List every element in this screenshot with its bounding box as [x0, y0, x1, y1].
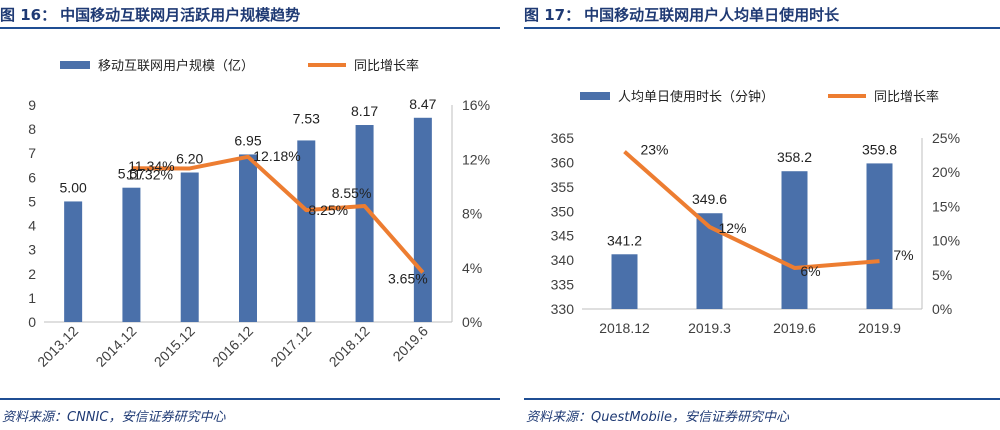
- y2-axis-tick-label: 5%: [932, 267, 952, 283]
- y2-axis-tick-label: 4%: [462, 260, 482, 276]
- figure-16-source: 资料来源：CNNIC，安信证券研究中心: [2, 410, 226, 425]
- figure-17-label: 图 17：: [524, 6, 581, 24]
- y2-axis-tick-label: 0%: [462, 314, 482, 330]
- y2-axis-tick-label: 8%: [462, 206, 482, 222]
- figure-16-title-text: 中国移动互联网月活跃用户规模趋势: [60, 6, 301, 24]
- daily-usage-chart: 人均单日使用时长（分钟） 同比增长率 330 335 340 345 350 355 360 36…: [551, 89, 960, 336]
- bar-data-label: 6.20: [176, 151, 203, 167]
- growth-line: [623, 150, 880, 270]
- legend-bar-swatch: [60, 61, 90, 69]
- bar: [781, 171, 808, 309]
- legend-bar-swatch: [580, 92, 610, 100]
- bar-data-label: 5.57: [118, 166, 145, 182]
- bar: [180, 172, 199, 322]
- x-axis-tick-label: 2017.12: [267, 323, 314, 370]
- y-axis-tick-label: 330: [551, 301, 575, 317]
- line-data-label: 6%: [800, 263, 820, 279]
- x-axis-tick-label: 2018.12: [599, 320, 650, 336]
- figure-16-title: 图 16： 中国移动互联网月活跃用户规模趋势: [0, 4, 300, 25]
- y-axis-tick-label: 345: [551, 228, 575, 244]
- bar-data-label: 6.95: [234, 132, 261, 148]
- bar-data-label: 349.6: [692, 191, 727, 207]
- legend-line-label: 同比增长率: [354, 58, 419, 73]
- bar-data-label: 358.2: [777, 149, 812, 165]
- x-axis-tick-label: 2019.3: [688, 320, 731, 336]
- title-rule: [524, 27, 1000, 29]
- x-axis-tick-label: 2013.12: [34, 323, 81, 370]
- y-axis-tick-label: 355: [551, 179, 575, 195]
- line-data-label: 8.25%: [308, 202, 348, 218]
- right-figure-panel: 图 17： 中国移动互联网用户人均单日使用时长 人均单日使用时长（分钟） 同比增长率…: [524, 0, 1000, 430]
- bar: [355, 125, 374, 322]
- mau-chart: 移动互联网用户规模（亿） 同比增长率 0 1 2 3 4 5 6 7 8 9 0% 4% 8% 12% 16% 2…: [28, 58, 490, 370]
- y2-axis-tick-label: 16%: [462, 97, 490, 113]
- y-axis-tick-label: 5: [28, 193, 36, 209]
- y2-axis-tick-label: 25%: [932, 130, 960, 146]
- line-data-label: 23%: [640, 142, 668, 158]
- y2-axis-tick-label: 12%: [462, 151, 490, 167]
- y-axis-tick-label: 340: [551, 252, 575, 268]
- line-data-label: 11.32%: [126, 166, 172, 182]
- line-data-label: 11.34%: [128, 158, 174, 174]
- y-axis-tick-label: 350: [551, 203, 575, 219]
- y-axis-tick-label: 0: [28, 314, 36, 330]
- growth-line: [131, 154, 425, 274]
- bar: [413, 117, 432, 322]
- figure-17-source: 资料来源：QuestMobile，安信证券研究中心: [526, 410, 789, 425]
- left-figure-panel: 图 16： 中国移动互联网月活跃用户规模趋势 移动互联网用户规模（亿） 同比增长率 0…: [0, 4, 500, 425]
- x-axis-tick-label: 2019.6: [773, 320, 816, 336]
- y-axis-tick-label: 365: [551, 130, 575, 146]
- x-axis-tick-label: 2018.12: [326, 323, 373, 370]
- y-axis-tick-label: 335: [551, 277, 575, 293]
- line-data-label: 8.55%: [332, 185, 372, 201]
- bar-data-label: 7.53: [293, 110, 320, 126]
- line-data-label: 12%: [718, 220, 746, 236]
- bar: [64, 201, 83, 322]
- x-axis-tick-label: 2014.12: [92, 323, 139, 370]
- bar-data-label: 341.2: [607, 232, 642, 248]
- y-axis-tick-label: 4: [28, 218, 36, 234]
- y-axis-tick-label: 8: [28, 121, 36, 137]
- bar: [866, 163, 893, 309]
- y-axis-tick-label: 9: [28, 97, 36, 113]
- y-axis-tick-label: 360: [551, 154, 575, 170]
- figure-16-label: 图 16：: [0, 6, 57, 24]
- legend-bar-label: 移动互联网用户规模（亿）: [98, 58, 254, 73]
- line-data-label: 7%: [893, 247, 913, 263]
- title-rule: [0, 27, 500, 29]
- bar-data-label: 359.8: [862, 141, 897, 157]
- bar: [611, 254, 638, 309]
- y2-axis-tick-label: 15%: [932, 198, 960, 214]
- bar: [122, 187, 141, 322]
- y-axis-tick-label: 1: [28, 290, 36, 306]
- x-axis-tick-label: 2015.12: [151, 323, 198, 370]
- line-data-label: 3.65%: [388, 270, 428, 286]
- bar-data-label: 5.00: [60, 179, 87, 195]
- y-axis-tick-label: 2: [28, 266, 36, 282]
- x-axis-tick-label: 2019.6: [389, 323, 431, 365]
- y-axis-tick-label: 3: [28, 242, 36, 258]
- line-data-label: 12.18%: [253, 148, 300, 164]
- source-rule: [0, 398, 500, 400]
- source-rule: [524, 398, 1000, 400]
- y2-axis-tick-label: 0%: [932, 301, 952, 317]
- x-axis-tick-label: 2019.9: [858, 320, 901, 336]
- bar: [297, 140, 316, 322]
- bar-data-label: 8.17: [351, 103, 378, 119]
- legend-line-label: 同比增长率: [874, 89, 939, 104]
- y2-axis-tick-label: 10%: [932, 233, 960, 249]
- bar-data-label: 8.47: [409, 96, 436, 112]
- y2-axis-tick-label: 20%: [932, 164, 960, 180]
- figure-17-title-text: 中国移动互联网用户人均单日使用时长: [584, 6, 840, 24]
- figure-17-title: 图 17： 中国移动互联网用户人均单日使用时长: [524, 4, 839, 25]
- x-axis-tick-label: 2016.12: [209, 323, 256, 370]
- legend-bar-label: 人均单日使用时长（分钟）: [618, 89, 774, 104]
- y-axis-tick-label: 7: [28, 145, 36, 161]
- bar: [239, 154, 257, 322]
- y-axis-tick-label: 6: [28, 169, 36, 185]
